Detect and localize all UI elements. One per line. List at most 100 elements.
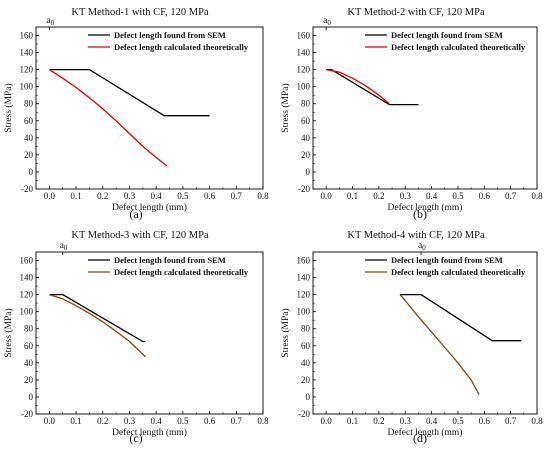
x-tick-label: 0.3 [124,191,136,201]
legend-entry-1: Defect length found from SEM [391,255,503,265]
x-tick-label: 0.7 [505,191,517,201]
x-tick-label: 0.6 [479,416,491,426]
y-tick-label: 120 [20,65,34,75]
legend-entry-1: Defect length found from SEM [114,30,226,40]
y-tick-label: 80 [301,99,311,109]
x-tick-label: 0.0 [321,416,333,426]
legend-entry-1: Defect length found from SEM [114,255,226,265]
x-tick-label: 0.6 [204,416,216,426]
y-tick-label: 140 [297,273,311,283]
x-tick-label: 0.4 [151,416,163,426]
y-tick-label: 20 [301,375,311,385]
y-axis-label: Stress (MPa) [280,83,291,132]
series-line-2 [49,69,168,167]
x-tick-label: 0.7 [231,191,243,201]
plot-frame [35,251,264,415]
x-tick-label: 0.2 [373,191,384,201]
chart-panel-b: KT Method-2 with CF, 120 MPa a0 -20 0 20 40 60… [280,7,543,221]
y-tick-label: 140 [20,48,34,58]
y-tick-label: 140 [20,273,34,283]
y-tick-label: -20 [298,184,310,194]
series-line-2 [49,293,146,358]
y-tick-label: 20 [24,375,34,385]
y-tick-label: -20 [21,184,33,194]
series-line-2 [399,294,480,395]
legend-entry-2: Defect length calculated theoretically [114,42,249,52]
x-tick-label: 0.4 [426,416,438,426]
plot-frame [35,26,264,190]
x-tick-label: 0.0 [321,191,333,201]
chart-title: KT Method-2 with CF, 120 MPa [347,7,485,18]
series-line-2 [326,68,390,105]
x-tick-label: 0.0 [44,416,56,426]
panel-label: (c) [129,431,142,445]
chart-title: KT Method-4 with CF, 120 MPa [347,230,485,241]
x-tick-label: 0.0 [44,191,56,201]
x-tick-label: 0.7 [231,416,243,426]
y-tick-label: 0 [306,392,311,402]
x-tick-label: 0.8 [257,416,269,426]
legend-entry-2: Defect length calculated theoretically [391,42,526,52]
y-tick-label: 80 [301,324,311,334]
y-tick-label: 40 [24,358,34,368]
y-tick-label: 0 [29,167,34,177]
plot-frame [312,26,538,190]
x-tick-label: 0.3 [124,416,136,426]
x-tick-label: 0.4 [426,191,438,201]
x-tick-label: 0.2 [97,416,108,426]
x-tick-label: 0.3 [400,416,412,426]
x-axis-label: Defect length (mm) [112,202,187,213]
x-tick-label: 0.8 [531,416,543,426]
top-marker-label: a0 [418,241,426,252]
y-tick-label: -20 [21,409,33,419]
y-tick-label: 0 [306,167,311,177]
legend-entry-1: Defect length found from SEM [391,30,503,40]
y-tick-label: 100 [20,82,34,92]
x-tick-label: 0.3 [400,191,412,201]
y-tick-label: -20 [298,409,310,419]
x-tick-label: 0.7 [505,416,517,426]
legend-entry-2: Defect length calculated theoretically [114,267,249,277]
y-axis-label: Stress (MPa) [280,308,291,357]
y-tick-label: 100 [297,82,311,92]
y-tick-label: 140 [297,48,311,58]
x-axis-label: Defect length (mm) [388,427,463,438]
y-tick-label: 120 [297,65,311,75]
panel-label: (a) [129,207,142,221]
y-tick-label: 100 [297,307,311,317]
y-tick-label: 80 [24,99,34,109]
top-marker-label: a0 [46,16,54,27]
x-tick-label: 0.6 [204,191,216,201]
y-tick-label: 80 [24,324,34,334]
x-tick-label: 0.1 [70,191,81,201]
x-tick-label: 0.1 [347,191,358,201]
x-tick-label: 0.5 [177,416,189,426]
series-line-1 [49,68,210,117]
chart-panel-a: KT Method-1 with CF, 120 MPa a0 -20 0 20 40 60… [3,7,269,221]
y-tick-label: 60 [301,341,311,351]
x-tick-label: 0.2 [97,191,108,201]
y-tick-label: 20 [301,150,311,160]
y-tick-label: 160 [20,31,34,41]
series-line-1 [400,293,522,342]
panel-label: (d) [413,431,427,445]
y-tick-label: 120 [297,290,311,300]
y-tick-label: 40 [24,133,34,143]
y-tick-label: 40 [301,133,311,143]
x-tick-label: 0.6 [479,191,491,201]
y-tick-label: 60 [301,116,311,126]
y-tick-label: 160 [297,256,311,266]
y-tick-label: 60 [24,341,34,351]
x-axis-label: Defect length (mm) [388,202,463,213]
chart-title: KT Method-3 with CF, 120 MPa [71,230,209,241]
series-line-1 [326,68,419,106]
x-tick-label: 0.5 [177,191,189,201]
x-tick-label: 0.5 [452,416,464,426]
x-tick-label: 0.1 [70,416,81,426]
top-marker-label: a0 [60,241,68,252]
chart-title: KT Method-1 with CF, 120 MPa [71,7,209,18]
y-tick-label: 160 [20,256,34,266]
top-marker-label: a0 [323,16,331,27]
